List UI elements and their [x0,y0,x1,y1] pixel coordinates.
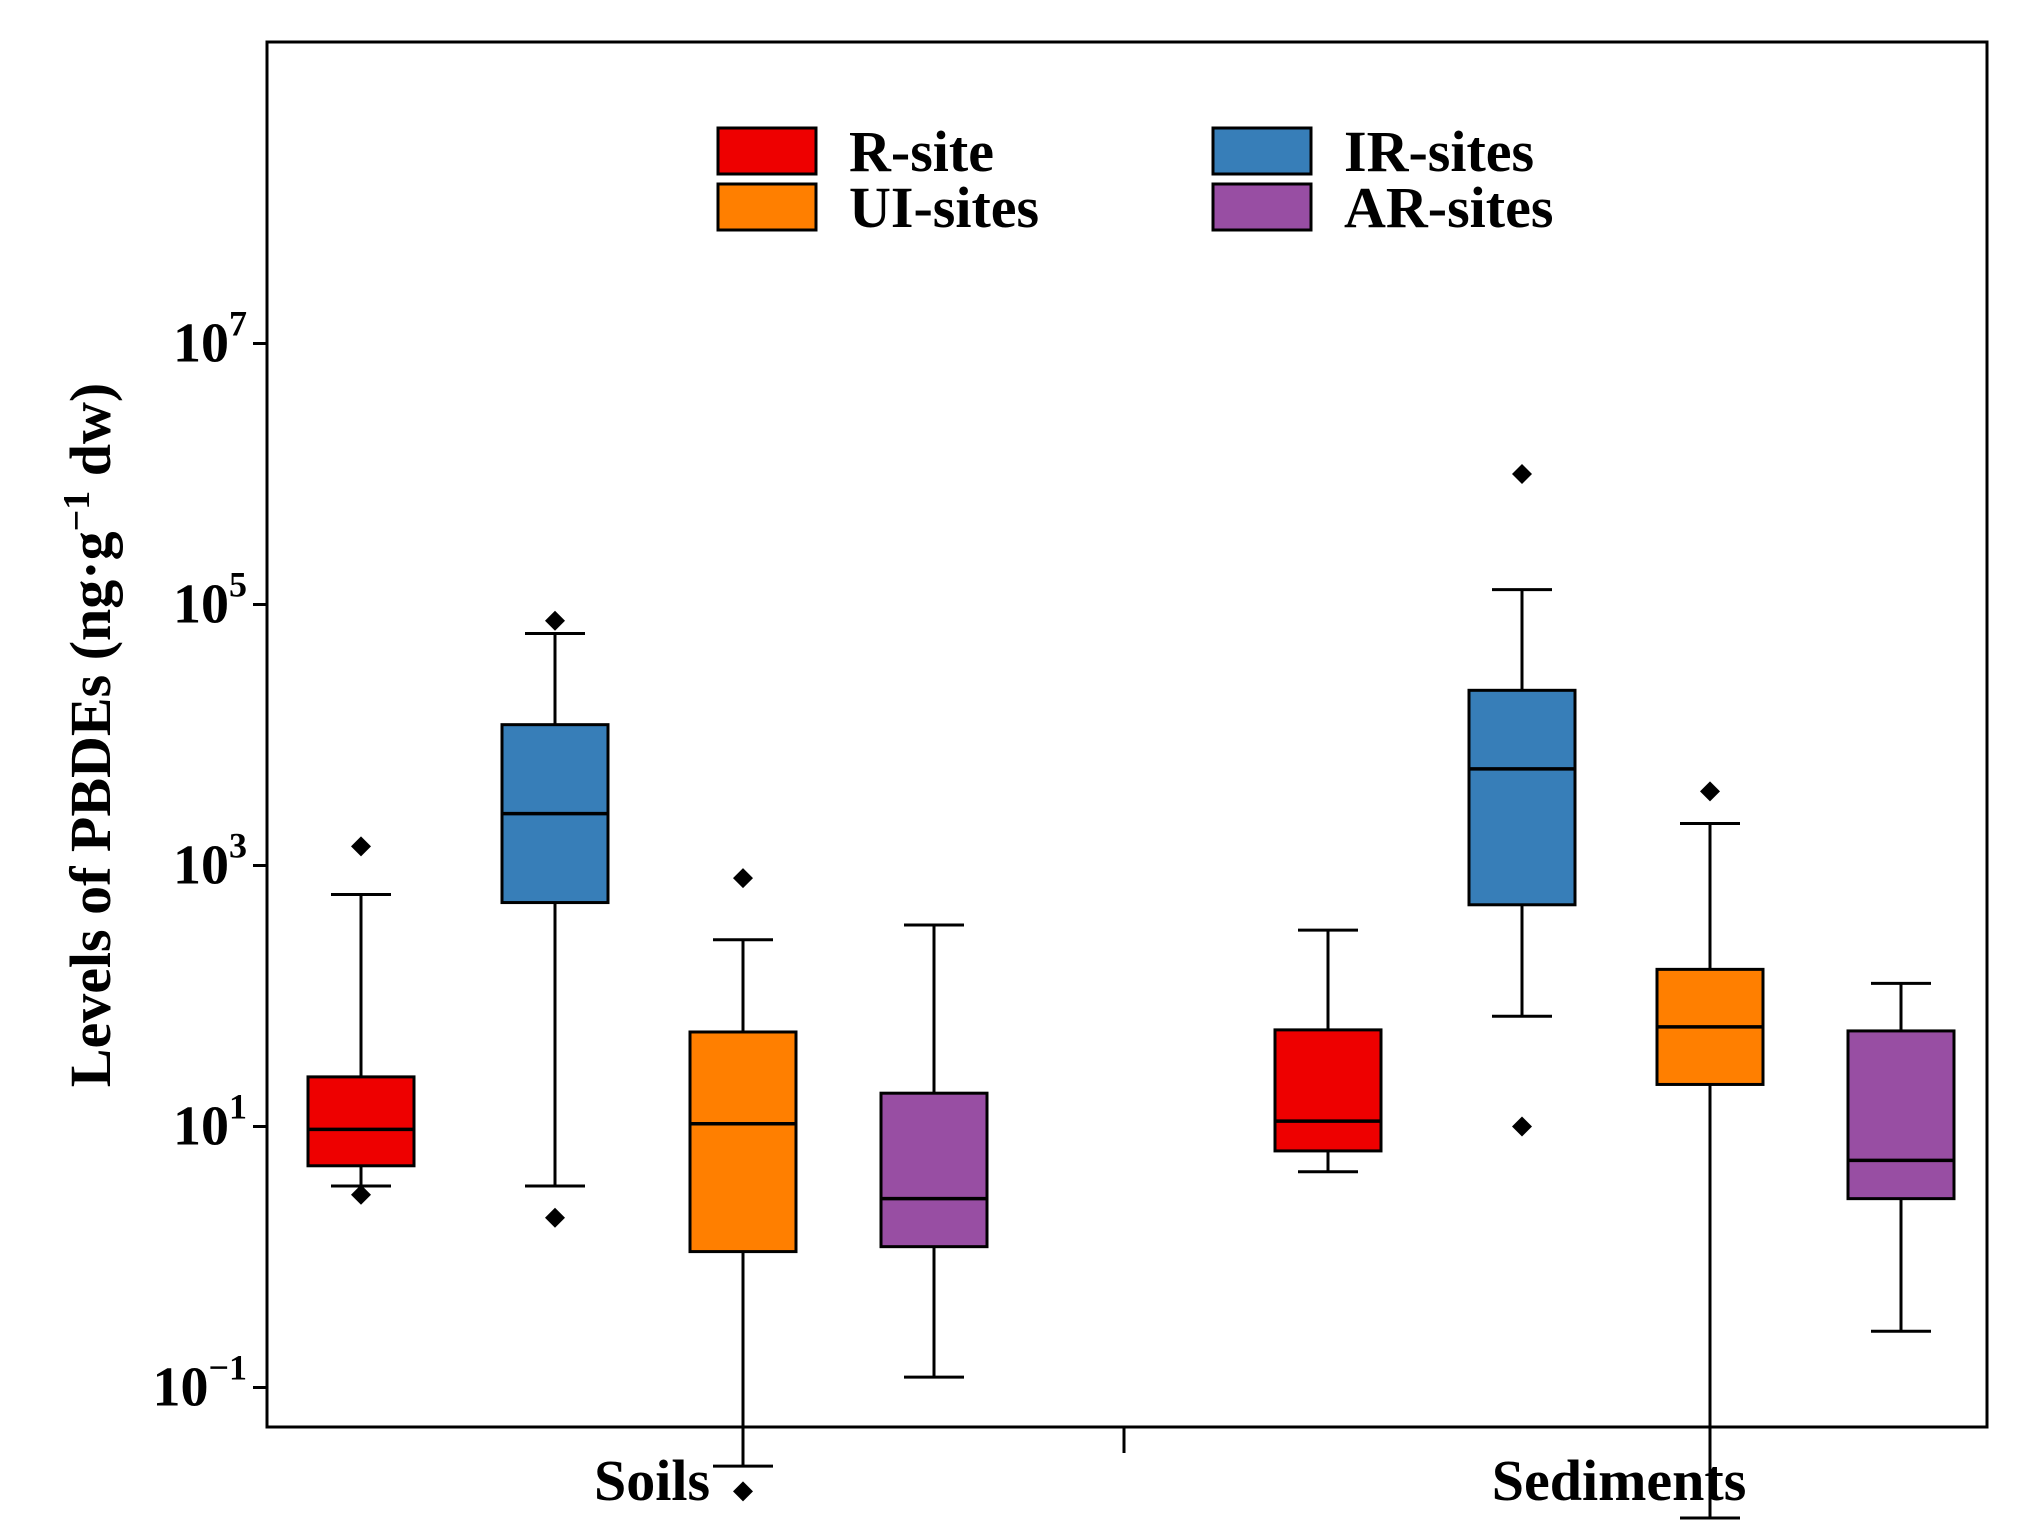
y-tick-exponent: 1 [229,1087,247,1127]
box-sediments-ir-sites [1467,464,1577,1137]
outlier-point [545,610,565,631]
y-tick-base: 10 [173,835,229,897]
outlier-point [733,1481,753,1502]
box-iqr [1467,688,1577,907]
y-tick-label: 10−1 [152,1348,247,1419]
box-iqr [1846,1029,1956,1201]
outlier-point [351,836,371,857]
y-tick-base: 10 [173,313,229,375]
box-sediments-r-site [1273,928,1383,1174]
x-axis: Soils Sediments [594,1427,1746,1513]
y-tick-exponent: 7 [229,304,247,344]
box-series [306,464,1956,1520]
legend-label: UI-sites [849,175,1039,240]
y-axis-label-sup: −1 [56,491,98,532]
legend-item-ar-sites: AR-sites [1211,175,1553,240]
box-sediments-ar-sites [1846,981,1956,1333]
legend-swatch [716,126,818,176]
y-tick-base: 10 [173,574,229,636]
box-iqr [306,1075,416,1168]
y-tick-label: 105 [173,565,247,636]
y-tick-base: 10 [173,1096,229,1158]
outlier-point [1700,781,1720,802]
outlier-point [545,1207,565,1228]
y-tick-label: 101 [173,1087,247,1158]
outlier-point [351,1184,371,1205]
legend-label: AR-sites [1344,175,1553,240]
legend-item-ui-sites: UI-sites [716,175,1039,240]
legend-label: R-site [849,119,994,184]
legend: R-site IR-sites UI-sites AR-sites [716,119,1553,240]
y-tick-exponent: −1 [208,1348,247,1388]
legend-item-r-site: R-site [716,119,994,184]
legend-item-ir-sites: IR-sites [1211,119,1534,184]
box-soils-ir-sites [500,610,610,1228]
outlier-point [733,868,753,889]
y-tick-label: 107 [173,304,247,375]
legend-swatch [1211,126,1313,176]
x-tick-label: Sediments [1492,1448,1747,1513]
y-axis-label-tail: dw) [58,383,123,491]
x-tick-label: Soils [594,1448,710,1513]
box-soils-r-site [306,836,416,1205]
y-tick-label: 103 [173,826,247,897]
legend-label: IR-sites [1344,119,1534,184]
y-tick-base: 10 [152,1357,208,1419]
plot-frame [265,40,1989,1429]
y-axis-label-main: Levels of PBDEs (ng·g [58,531,123,1087]
legend-swatch [1211,182,1313,232]
outlier-point [1512,1116,1532,1137]
box-soils-ar-sites [879,923,989,1379]
y-tick-exponent: 3 [229,826,247,866]
outlier-point [1512,464,1532,484]
box-iqr [1273,1028,1383,1153]
box-iqr [688,1030,798,1254]
box-soils-ui-sites [688,868,798,1502]
legend-swatch [716,182,818,232]
box-sediments-ui-sites [1655,781,1765,1520]
box-iqr [879,1091,989,1249]
y-tick-exponent: 5 [229,565,247,605]
y-axis-label: Levels of PBDEs (ng·g−1 dw) [56,383,123,1087]
